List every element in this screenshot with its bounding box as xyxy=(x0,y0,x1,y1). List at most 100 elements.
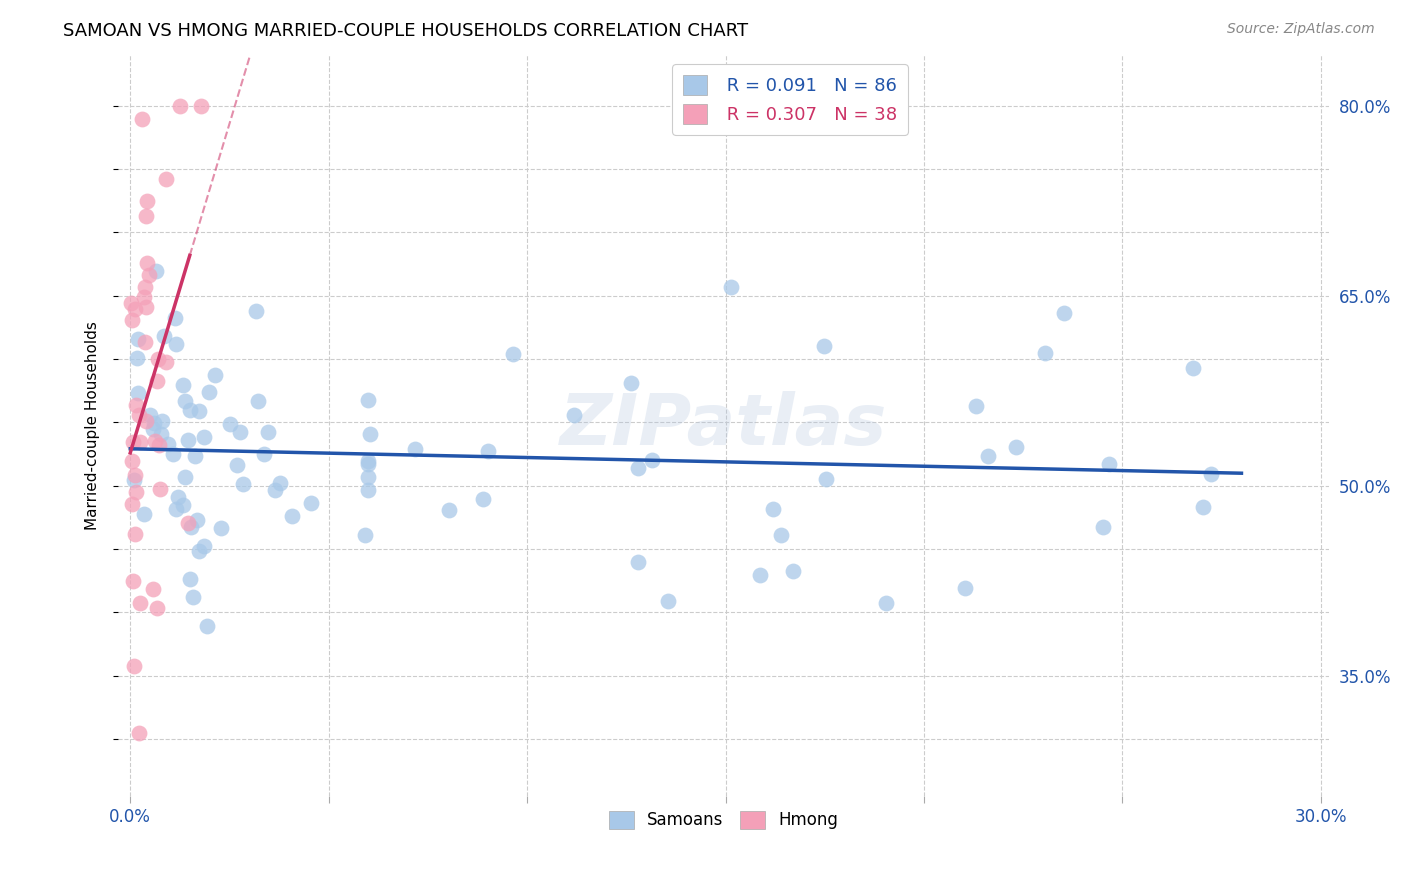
Point xyxy=(193,539,215,553)
Point xyxy=(124,526,146,541)
Point xyxy=(136,194,159,208)
Point xyxy=(186,513,208,527)
Point xyxy=(148,438,170,452)
Point xyxy=(1098,457,1121,471)
Point xyxy=(357,483,380,497)
Point xyxy=(190,99,212,113)
Point xyxy=(815,472,838,486)
Point xyxy=(1092,520,1115,534)
Point xyxy=(195,619,218,633)
Point xyxy=(134,335,156,350)
Point xyxy=(357,469,380,483)
Point xyxy=(143,416,166,430)
Point xyxy=(128,408,150,422)
Point xyxy=(121,574,143,589)
Point xyxy=(166,490,188,504)
Point xyxy=(121,497,143,511)
Point xyxy=(129,434,152,449)
Point xyxy=(128,726,150,740)
Point xyxy=(1033,346,1056,360)
Point xyxy=(156,437,179,451)
Point xyxy=(121,312,143,326)
Point xyxy=(219,417,242,431)
Point xyxy=(657,594,679,608)
Point xyxy=(229,425,252,439)
Point xyxy=(357,393,380,408)
Point xyxy=(232,477,254,491)
Point xyxy=(134,280,156,294)
Point xyxy=(143,434,166,448)
Point xyxy=(1182,361,1205,376)
Point xyxy=(155,355,177,369)
Point xyxy=(179,572,201,586)
Point xyxy=(269,476,291,491)
Point xyxy=(180,520,202,534)
Text: ZIPatlas: ZIPatlas xyxy=(560,391,887,460)
Point xyxy=(173,469,195,483)
Point xyxy=(198,384,221,399)
Point xyxy=(562,408,585,422)
Point xyxy=(146,352,169,367)
Point xyxy=(204,368,226,382)
Point xyxy=(169,99,191,113)
Point xyxy=(179,402,201,417)
Point xyxy=(769,528,792,542)
Point xyxy=(627,556,650,570)
Point xyxy=(121,453,143,467)
Point xyxy=(145,264,167,278)
Point xyxy=(299,496,322,510)
Point xyxy=(146,374,169,388)
Point xyxy=(121,435,143,450)
Point xyxy=(174,393,197,408)
Point xyxy=(720,279,742,293)
Point xyxy=(127,332,149,346)
Point xyxy=(172,498,194,512)
Point xyxy=(122,473,145,487)
Point xyxy=(354,527,377,541)
Point xyxy=(181,591,204,605)
Point xyxy=(188,544,211,558)
Point xyxy=(166,337,188,351)
Point xyxy=(149,482,172,496)
Point xyxy=(357,453,380,467)
Point xyxy=(437,502,460,516)
Point xyxy=(135,300,157,314)
Point xyxy=(471,491,494,506)
Point xyxy=(165,311,187,326)
Point xyxy=(209,520,232,534)
Point xyxy=(404,442,426,456)
Point xyxy=(193,430,215,444)
Point xyxy=(965,399,987,413)
Point xyxy=(131,112,153,127)
Point xyxy=(172,377,194,392)
Point xyxy=(165,501,187,516)
Point xyxy=(139,409,162,423)
Point xyxy=(135,414,157,428)
Point xyxy=(620,376,643,390)
Point xyxy=(125,351,148,365)
Point xyxy=(245,304,267,318)
Point xyxy=(1199,467,1222,481)
Point xyxy=(1005,440,1028,454)
Point xyxy=(813,339,835,353)
Point xyxy=(125,485,148,500)
Point xyxy=(640,453,662,467)
Point xyxy=(1191,500,1213,514)
Point xyxy=(875,596,897,610)
Point xyxy=(138,268,160,282)
Point xyxy=(122,658,145,673)
Point xyxy=(120,295,142,310)
Point xyxy=(225,458,247,472)
Point xyxy=(142,582,165,596)
Point xyxy=(188,404,211,418)
Point xyxy=(257,425,280,439)
Point xyxy=(146,600,169,615)
Text: SAMOAN VS HMONG MARRIED-COUPLE HOUSEHOLDS CORRELATION CHART: SAMOAN VS HMONG MARRIED-COUPLE HOUSEHOLD… xyxy=(63,22,748,40)
Point xyxy=(127,386,149,401)
Point xyxy=(162,447,184,461)
Point xyxy=(953,581,976,595)
Point xyxy=(124,468,146,483)
Point xyxy=(627,461,650,475)
Point xyxy=(134,507,156,521)
Point xyxy=(762,502,785,516)
